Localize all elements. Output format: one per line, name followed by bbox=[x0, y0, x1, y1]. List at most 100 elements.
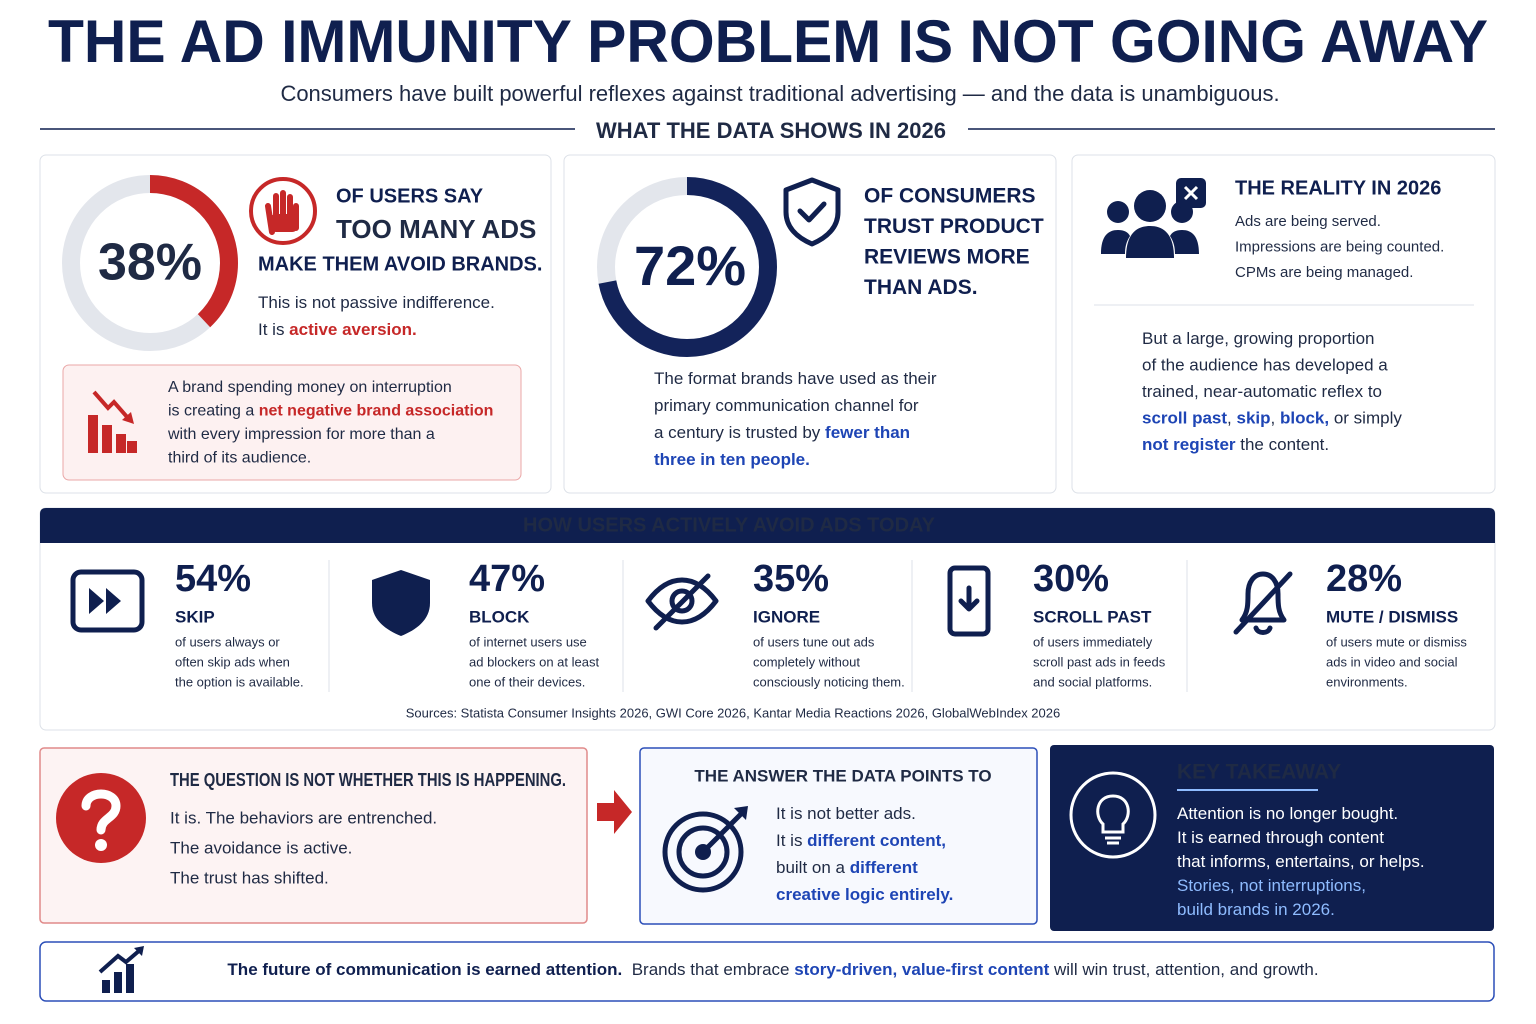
block-icon bbox=[372, 570, 430, 636]
text: of users immediately bbox=[1033, 634, 1153, 649]
text-run: block, bbox=[1280, 409, 1329, 428]
takeaway-box bbox=[1050, 745, 1494, 931]
text: 72% bbox=[634, 234, 746, 297]
text-run: It is not better ads. bbox=[776, 804, 916, 823]
text: The avoidance is active. bbox=[170, 838, 352, 857]
text: Impressions are being counted. bbox=[1235, 238, 1444, 255]
text-run: three in ten people. bbox=[654, 450, 810, 469]
text-run: Stories, not interruptions, bbox=[1177, 876, 1366, 895]
callout-box bbox=[62, 364, 522, 481]
text: It is. The behaviors are entrenched. bbox=[170, 808, 437, 827]
text-run: of the audience has developed a bbox=[1142, 356, 1388, 375]
decline-icon bbox=[88, 390, 137, 453]
text-line: is creating a net negative brand associa… bbox=[168, 403, 493, 420]
text: THE QUESTION IS NOT WHETHER THIS IS HAPP… bbox=[170, 770, 566, 790]
text: 35% bbox=[753, 558, 829, 600]
text: often skip ads when bbox=[175, 654, 290, 669]
text-run: But a large, growing proportion bbox=[1142, 329, 1374, 348]
footer-box bbox=[39, 941, 1495, 1002]
panel-header bbox=[40, 508, 1495, 543]
text: HOW USERS ACTIVELY AVOID ADS TODAY bbox=[523, 514, 936, 536]
text: Sources: Statista Consumer Insights 2026… bbox=[406, 705, 1060, 720]
text-line: It is earned through content bbox=[1177, 828, 1384, 847]
skip-icon bbox=[70, 569, 145, 633]
text-run: It is bbox=[776, 831, 807, 850]
text: TOO MANY ADS bbox=[336, 214, 536, 244]
text: consciously noticing them. bbox=[753, 674, 905, 689]
text: The trust has shifted. bbox=[170, 868, 329, 887]
text: THE REALITY IN 2026 bbox=[1235, 177, 1441, 199]
text-run: The format brands have used as their bbox=[654, 369, 937, 388]
text-run: different bbox=[850, 858, 918, 877]
text: completely without bbox=[753, 654, 860, 669]
text: MAKE THEM AVOID BRANDS. bbox=[258, 253, 542, 275]
text-line: scroll past, skip, block, or simply bbox=[1142, 409, 1402, 428]
text-run: that informs, entertains, or helps. bbox=[1177, 852, 1425, 871]
text-run: creative logic entirely. bbox=[776, 885, 953, 904]
growth-icon bbox=[98, 946, 144, 993]
text-run: skip bbox=[1237, 409, 1271, 428]
donut-arc bbox=[62, 175, 238, 351]
text: KEY TAKEAWAY bbox=[1177, 761, 1341, 784]
text-line: with every impression for more than a bbox=[167, 426, 435, 443]
text: 38% bbox=[98, 234, 202, 292]
text-line: three in ten people. bbox=[654, 450, 810, 469]
text: OF USERS SAY bbox=[336, 185, 484, 207]
text: 47% bbox=[469, 558, 545, 600]
text-run: not register bbox=[1142, 435, 1236, 454]
text-run: , bbox=[1227, 409, 1236, 428]
text: of internet users use bbox=[469, 634, 587, 649]
text: TRUST PRODUCT bbox=[864, 215, 1044, 238]
text: and social platforms. bbox=[1033, 674, 1152, 689]
text-run: third of its audience. bbox=[168, 450, 311, 467]
text: ads in video and social bbox=[1326, 654, 1458, 669]
text: 54% bbox=[175, 558, 251, 600]
text-run: It is bbox=[258, 320, 289, 339]
text: Ads are being served. bbox=[1235, 213, 1381, 230]
text: IGNORE bbox=[753, 607, 820, 626]
text-line: Stories, not interruptions, bbox=[1177, 876, 1366, 895]
text-line: It is different content, bbox=[776, 831, 946, 850]
text-run: Brands that embrace bbox=[632, 960, 795, 979]
text-line: It is active aversion. bbox=[258, 320, 417, 339]
text-run: This is not passive indifference. bbox=[258, 293, 495, 312]
text-run: active aversion. bbox=[289, 320, 417, 339]
phone-icon bbox=[947, 565, 991, 637]
text: OF CONSUMERS bbox=[864, 185, 1036, 208]
question-icon bbox=[56, 773, 146, 863]
text-line: The format brands have used as their bbox=[654, 369, 937, 388]
text-run: The future of communication is earned at… bbox=[227, 960, 631, 979]
text-run: scroll past bbox=[1142, 409, 1227, 428]
mute-icon bbox=[1233, 571, 1293, 635]
text-line: built on a different bbox=[776, 858, 918, 877]
text-run: is creating a bbox=[168, 403, 259, 420]
donut-arc bbox=[597, 177, 777, 357]
text: CPMs are being managed. bbox=[1235, 264, 1413, 281]
text: THE AD IMMUNITY PROBLEM IS NOT GOING AWA… bbox=[48, 8, 1488, 75]
question-box bbox=[39, 747, 588, 924]
text: one of their devices. bbox=[469, 674, 585, 689]
text: ad blockers on at least bbox=[469, 654, 599, 669]
bulb-icon bbox=[1069, 771, 1157, 859]
text-run: or simply bbox=[1329, 409, 1402, 428]
answer-box bbox=[639, 747, 1038, 925]
text: WHAT THE DATA SHOWS IN 2026 bbox=[596, 118, 946, 143]
text: environments. bbox=[1326, 674, 1408, 689]
people-icon bbox=[1101, 178, 1206, 258]
text: scroll past ads in feeds bbox=[1033, 654, 1166, 669]
text-line: But a large, growing proportion bbox=[1142, 329, 1374, 348]
text-run: the content. bbox=[1236, 435, 1330, 454]
text-line: build brands in 2026. bbox=[1177, 900, 1335, 919]
text-line: primary communication channel for bbox=[654, 396, 919, 415]
text-run: built on a bbox=[776, 858, 850, 877]
text: of users always or bbox=[175, 634, 280, 649]
text-line: A brand spending money on interruption bbox=[168, 379, 452, 396]
text-line: It is not better ads. bbox=[776, 804, 916, 823]
ignore-icon bbox=[645, 573, 719, 631]
text-line: This is not passive indifference. bbox=[258, 293, 495, 312]
text: 30% bbox=[1033, 558, 1109, 600]
hand-icon bbox=[249, 177, 317, 245]
text: SKIP bbox=[175, 607, 215, 626]
text-run: net negative brand association bbox=[259, 403, 494, 420]
